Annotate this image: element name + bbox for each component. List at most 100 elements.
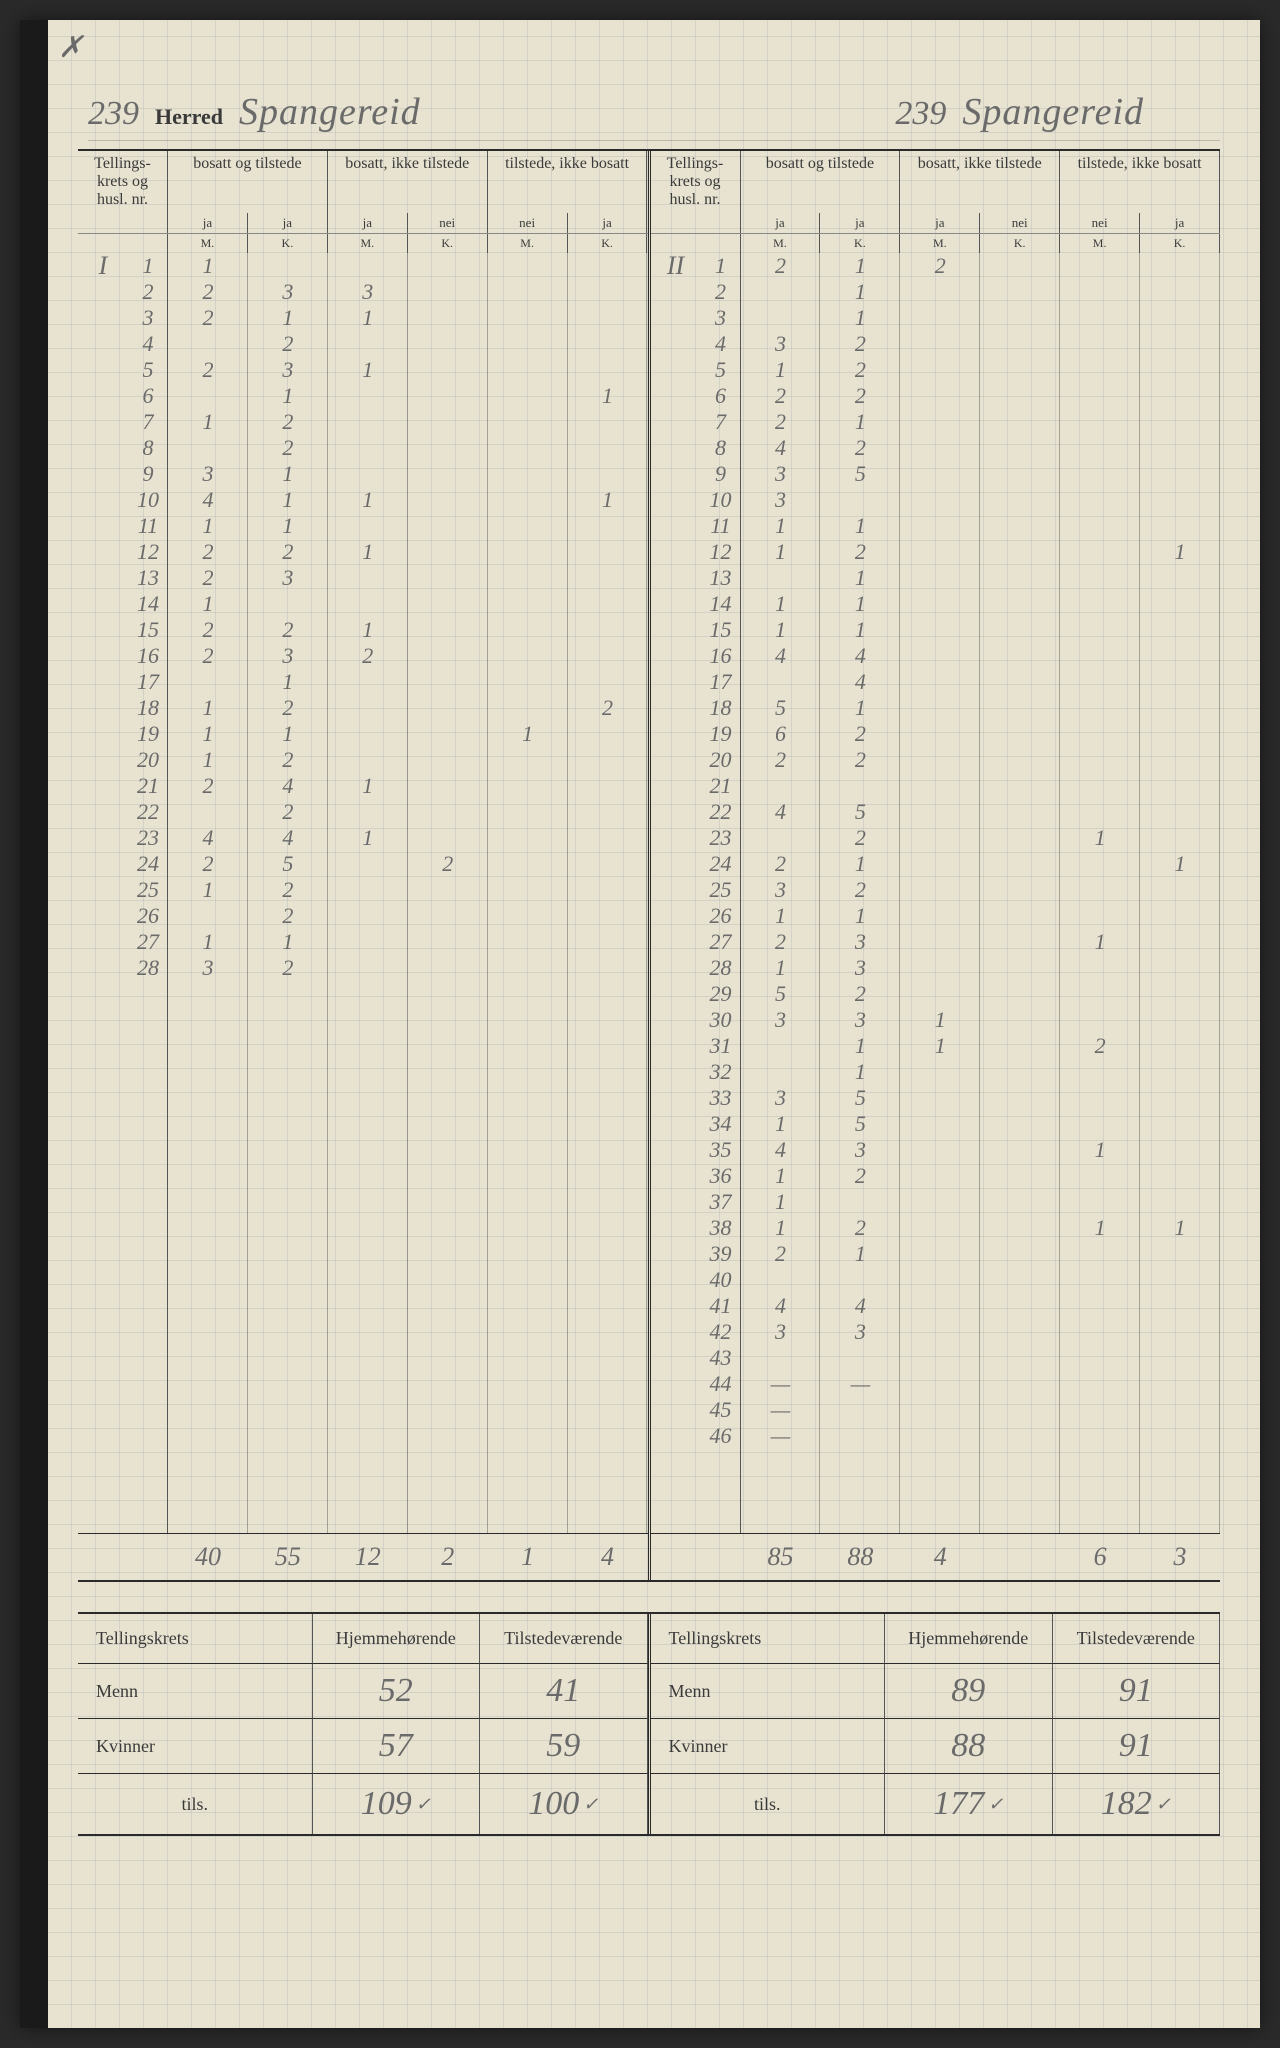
data-cell: 2 (408, 851, 488, 877)
data-cell: 5 (820, 1111, 900, 1137)
summary-tables: Tellingskrets Hjemmehørende Tilstedevære… (78, 1612, 1220, 1836)
data-cell: 2 (820, 357, 900, 383)
data-cell: 1 (820, 409, 900, 435)
header-row: 239 Herred Spangereid 239 Spangereid (88, 90, 1220, 141)
data-cell: 1 (568, 383, 648, 409)
section-marker: I (78, 251, 128, 281)
data-cell: 2 (820, 981, 900, 1007)
right-number: 239 (895, 95, 946, 133)
data-cell: 1 (820, 1059, 900, 1085)
data-cell: 2 (741, 383, 821, 409)
row-number: 22 (701, 799, 741, 825)
data-cell: 2 (741, 851, 821, 877)
data-cell: 2 (820, 1215, 900, 1241)
data-cell: 2 (248, 877, 328, 903)
row-number: 10 (701, 487, 741, 513)
data-cell: 2 (168, 565, 248, 591)
data-cell: 2 (820, 877, 900, 903)
ledger-page: ✗ 239 Herred Spangereid 239 Spangereid T… (20, 20, 1260, 2028)
row-number: 11 (701, 513, 741, 539)
data-cell: 2 (741, 747, 821, 773)
data-cell: 1 (741, 1215, 821, 1241)
data-cell: 1 (168, 721, 248, 747)
data-cell: 1 (820, 617, 900, 643)
row-number: 29 (701, 981, 741, 1007)
data-cell: 4 (820, 1293, 900, 1319)
corner-mark: ✗ (58, 30, 83, 65)
data-cell: 2 (248, 695, 328, 721)
left-rows: I112233321142523161171282931104111111112… (78, 253, 648, 1533)
data-cell: 1 (741, 591, 821, 617)
row-number: 21 (701, 773, 741, 799)
row-number: 18 (128, 695, 168, 721)
data-cell: 2 (168, 617, 248, 643)
data-cell: 1 (820, 903, 900, 929)
data-cell: 4 (168, 825, 248, 851)
left-number: 239 (88, 95, 139, 133)
row-number: 12 (701, 539, 741, 565)
row-number: 21 (128, 773, 168, 799)
row-number: 20 (128, 747, 168, 773)
data-cell: 1 (248, 383, 328, 409)
col-group-1: bosatt og tilstede (168, 151, 328, 213)
data-cell: 2 (741, 1241, 821, 1267)
row-number: 14 (128, 591, 168, 617)
data-cell: 2 (248, 435, 328, 461)
data-cell: 3 (820, 1007, 900, 1033)
data-cell: 1 (741, 513, 821, 539)
row-number: 19 (701, 721, 741, 747)
data-cell: 2 (168, 773, 248, 799)
menn-tilstede: 41 (480, 1664, 648, 1719)
data-cell: 2 (820, 331, 900, 357)
data-cell: 1 (1140, 851, 1220, 877)
row-number: 42 (701, 1319, 741, 1345)
data-cell: 1 (328, 539, 408, 565)
row-number: 32 (701, 1059, 741, 1085)
data-cell: 2 (820, 383, 900, 409)
data-cell: 1 (741, 357, 821, 383)
row-number: 22 (128, 799, 168, 825)
data-cell: 4 (741, 435, 821, 461)
data-cell: 3 (168, 955, 248, 981)
tils-hjemme: 109✓ (313, 1774, 481, 1834)
data-cell: 3 (741, 331, 821, 357)
data-cell: 1 (741, 1163, 821, 1189)
row-number: 5 (128, 357, 168, 383)
data-cell: 3 (741, 461, 821, 487)
row-number: 33 (701, 1085, 741, 1111)
row-number: 26 (128, 903, 168, 929)
data-cell: 2 (248, 539, 328, 565)
row-number: 27 (701, 929, 741, 955)
row-number: 34 (701, 1111, 741, 1137)
herred-label: Herred (155, 104, 223, 130)
row-number: 40 (701, 1267, 741, 1293)
data-cell: 1 (568, 487, 648, 513)
row-number: 38 (701, 1215, 741, 1241)
data-cell: 4 (820, 669, 900, 695)
data-cell: 1 (328, 773, 408, 799)
section-marker: II (651, 251, 701, 281)
data-cell: 1 (328, 617, 408, 643)
row-number: 4 (701, 331, 741, 357)
row-number: 43 (701, 1345, 741, 1371)
row-number: 9 (128, 461, 168, 487)
data-cell: 5 (820, 461, 900, 487)
right-place: Spangereid (962, 90, 1144, 134)
data-cell: 1 (820, 565, 900, 591)
data-cell: 1 (488, 721, 568, 747)
data-cell: 1 (168, 253, 248, 279)
data-cell: 3 (741, 487, 821, 513)
row-number: 9 (701, 461, 741, 487)
data-cell: 1 (1060, 1137, 1140, 1163)
row-number: 3 (128, 305, 168, 331)
data-cell: 3 (741, 1319, 821, 1345)
data-cell: 1 (820, 591, 900, 617)
data-cell: 1 (168, 409, 248, 435)
data-cell: 5 (820, 799, 900, 825)
row-number: 10 (128, 487, 168, 513)
data-cell: 1 (248, 305, 328, 331)
row-number: 45 (701, 1397, 741, 1423)
data-cell: 2 (248, 617, 328, 643)
data-cell: 3 (741, 1085, 821, 1111)
data-cell: 4 (820, 643, 900, 669)
